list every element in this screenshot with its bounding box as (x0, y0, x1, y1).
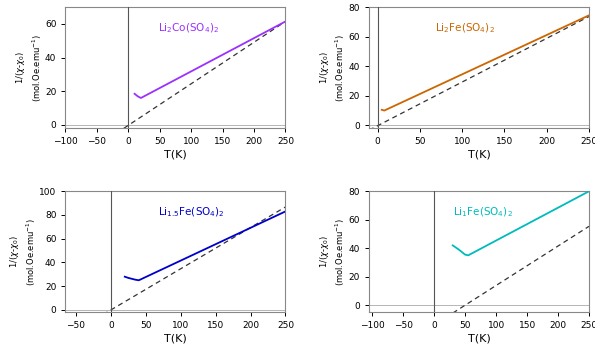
Text: Li$_1$Fe(SO$_4$)$_2$: Li$_1$Fe(SO$_4$)$_2$ (453, 206, 512, 219)
Text: Li$_{1.5}$Fe(SO$_4$)$_2$: Li$_{1.5}$Fe(SO$_4$)$_2$ (158, 206, 225, 219)
X-axis label: T(K): T(K) (468, 333, 490, 343)
X-axis label: T(K): T(K) (164, 149, 187, 159)
Y-axis label: 1/($\chi$-$\chi_0$)
(mol.Oe.emu$^{-1}$): 1/($\chi$-$\chi_0$) (mol.Oe.emu$^{-1}$) (318, 34, 347, 102)
Y-axis label: 1/($\chi$-$\chi_0$)
(mol.Oe.emu$^{-1}$): 1/($\chi$-$\chi_0$) (mol.Oe.emu$^{-1}$) (8, 218, 38, 286)
X-axis label: T(K): T(K) (468, 149, 490, 159)
Text: Li$_2$Co(SO$_4$)$_2$: Li$_2$Co(SO$_4$)$_2$ (158, 22, 219, 35)
X-axis label: T(K): T(K) (164, 333, 187, 343)
Text: Li$_2$Fe(SO$_4$)$_2$: Li$_2$Fe(SO$_4$)$_2$ (435, 22, 495, 35)
Y-axis label: 1/($\chi$-$\chi_0$)
(mol.Oe.emu$^{-1}$): 1/($\chi$-$\chi_0$) (mol.Oe.emu$^{-1}$) (318, 218, 347, 286)
Y-axis label: 1/($\chi$-$\chi_0$)
(mol.Oe.emu$^{-1}$): 1/($\chi$-$\chi_0$) (mol.Oe.emu$^{-1}$) (14, 34, 43, 102)
